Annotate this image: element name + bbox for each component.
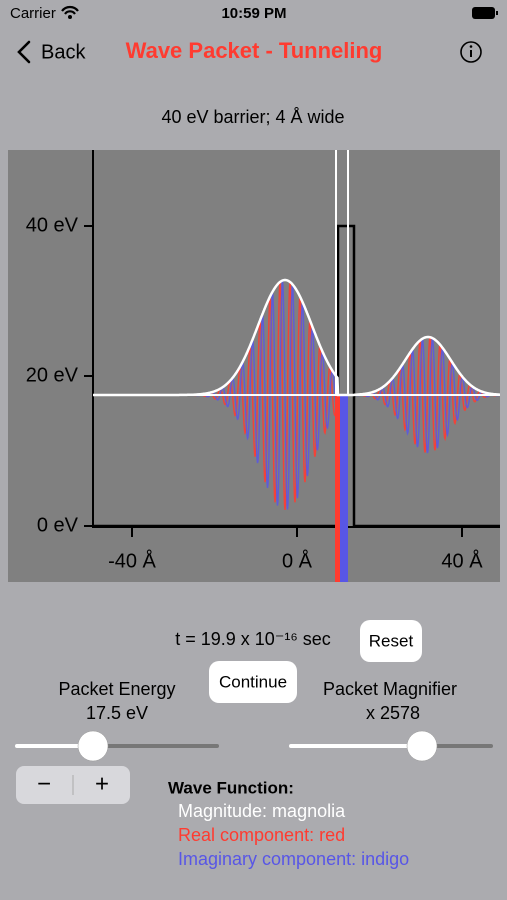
plot-subtitle: 40 eV barrier; 4 Å wide	[161, 107, 344, 127]
nav-title: Wave Packet - Tunneling	[126, 38, 383, 63]
x-tick-label: 40 Å	[441, 549, 483, 572]
battery-tip	[496, 11, 498, 15]
info-stem	[470, 50, 472, 57]
energy-value: 17.5 eV	[86, 703, 148, 723]
battery	[472, 7, 495, 19]
info-button[interactable]	[460, 41, 482, 63]
barrier-spike-real	[335, 395, 340, 582]
time-readout: t = 19.9 x 10⁻¹⁶ sec	[175, 629, 331, 649]
x-tick-label: 0 Å	[282, 549, 313, 572]
info-circle	[460, 41, 482, 63]
magnifier-slider[interactable]	[289, 730, 493, 762]
stepper-minus[interactable]: −	[37, 770, 51, 797]
info-dot	[469, 45, 473, 48]
legend-real: Real component: red	[178, 825, 345, 845]
slider-thumb[interactable]	[406, 730, 438, 762]
continue-bg	[209, 661, 297, 703]
continue-button[interactable]: Continue	[209, 661, 297, 703]
carrier: Carrier	[10, 5, 56, 22]
x-tick-label: -40 Å	[108, 549, 156, 572]
magnitude	[93, 278, 500, 397]
stepper: − +	[16, 766, 130, 804]
clock: 10:59 PM	[221, 5, 286, 22]
barrier-spike-mag	[335, 150, 349, 395]
y-tick-label: 0 eV	[37, 514, 79, 536]
back-button[interactable]: Back	[17, 40, 86, 64]
reset-label: Reset	[369, 631, 414, 650]
barrier	[93, 224, 500, 528]
stepper-plus[interactable]: +	[95, 770, 109, 797]
legend-magnitude: Magnitude: magnolia	[178, 801, 346, 821]
reset-button[interactable]: Reset	[360, 620, 422, 662]
y-tick-label: 20 eV	[26, 364, 79, 386]
continue-label: Continue	[219, 672, 287, 691]
legend-title: Wave Function:	[168, 778, 294, 797]
barrier-spike-imag	[340, 395, 348, 582]
legend-imaginary: Imaginary component: indigo	[178, 849, 409, 869]
back-label: Back	[41, 41, 86, 63]
y-tick-label: 40 eV	[26, 214, 79, 236]
magnifier-value: x 2578	[366, 703, 420, 723]
energy-label: Packet Energy	[58, 679, 175, 699]
slider-thumb[interactable]	[77, 730, 109, 762]
reset-bg	[360, 620, 422, 662]
wifi-dot	[68, 15, 72, 19]
wifi-icon	[61, 5, 79, 15]
magnifier-label: Packet Magnifier	[323, 679, 457, 699]
plot	[84, 150, 500, 582]
energy-slider[interactable]	[15, 730, 219, 762]
back-chevron	[17, 40, 31, 64]
